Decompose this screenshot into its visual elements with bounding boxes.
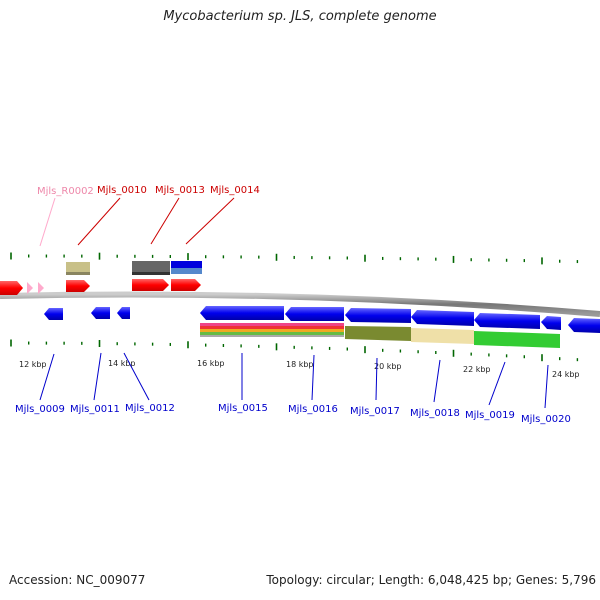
leader-line: [433, 359, 441, 403]
reverse-strand-features: [44, 306, 600, 348]
gene-label-mjls-0010: Mjls_0010: [97, 185, 147, 196]
scale-label: 16 kbp: [197, 359, 225, 368]
leader-line: [39, 197, 56, 247]
scale-label: 12 kbp: [19, 360, 47, 369]
gene-arrow-mjls-0009: [44, 308, 63, 320]
leader-line: [185, 197, 235, 245]
leader-line: [375, 357, 378, 401]
scale-label: 18 kbp: [286, 360, 314, 369]
gene-label-mjls-0016: Mjls_0016: [288, 404, 338, 415]
bottom-leader-lines: [39, 352, 549, 409]
gene-arrow-mjls-0015: [200, 306, 284, 320]
top-labels: Mjls_R0002 Mjls_0010 Mjls_0013 Mjls_0014: [37, 185, 260, 197]
gene-label-mjls-0015: Mjls_0015: [218, 403, 268, 414]
cog-bar-mjls-0015-orange: [200, 329, 344, 332]
gene-arrow-mjls-0013: [132, 279, 169, 291]
gene-arrow-mjls-0011: [91, 307, 110, 319]
cog-bar-mjls-0013-base: [132, 272, 170, 275]
gene-label-mjls-0012: Mjls_0012: [125, 403, 175, 414]
accession-text: Accession: NC_009077: [9, 573, 146, 587]
leader-line: [93, 352, 102, 401]
gene-label-mjls-r0002: Mjls_R0002: [37, 186, 94, 197]
leader-line: [77, 197, 121, 246]
scale-labels: 12 kbp 14 kbp 16 kbp 18 kbp 20 kbp 22 kb…: [19, 359, 580, 379]
genome-backbone: [0, 291, 600, 317]
bottom-labels: Mjls_0009 Mjls_0011 Mjls_0012 Mjls_0015 …: [15, 403, 571, 425]
gene-arrow-mjls-0020: [541, 316, 561, 330]
gene-label-mjls-0014: Mjls_0014: [210, 185, 260, 196]
gene-label-mjls-0019: Mjls_0019: [465, 410, 515, 421]
cog-bar-mjls-0015-green: [200, 332, 344, 335]
cog-bar-mjls-0010: [66, 262, 90, 274]
gene-arrow-mjls-0008: [0, 281, 23, 295]
map-title: Mycobacterium sp. JLS, complete genome: [163, 9, 437, 24]
cog-bar-mjls-0014a: [171, 261, 202, 268]
gene-arrow-mjls-0018: [411, 310, 474, 326]
gene-arrow-mjls-0012: [117, 307, 130, 319]
gene-arrow-mjls-0014: [171, 279, 201, 291]
cog-bar-mjls-0015-red: [200, 326, 344, 329]
leader-line: [488, 361, 506, 406]
tick-row-lower: [10, 339, 579, 362]
leader-line: [150, 197, 180, 245]
gene-arrow-mjls-0017: [345, 308, 411, 323]
gene-label-mjls-0020: Mjls_0020: [521, 414, 571, 425]
cog-bar-mjls-0014b: [171, 268, 202, 274]
cog-bar-mjls-0015-base: [200, 335, 344, 337]
gene-arrow-mjls-0021: [568, 318, 600, 333]
tick-row-upper: [10, 252, 579, 265]
leader-line: [311, 354, 315, 401]
gene-label-mjls-0018: Mjls_0018: [410, 408, 460, 419]
cog-bar-mjls-0015-pink: [200, 323, 344, 326]
scale-label: 14 kbp: [108, 359, 136, 368]
leader-line: [39, 353, 55, 401]
cog-bar-mjls-0010-base: [66, 272, 90, 275]
cog-bar-mjls-0013: [132, 261, 170, 274]
leader-line: [544, 364, 549, 409]
gene-label-mjls-0009: Mjls_0009: [15, 404, 65, 415]
gene-label-mjls-0013: Mjls_0013: [155, 185, 205, 196]
gene-label-mjls-0017: Mjls_0017: [350, 406, 400, 417]
gene-arrow-mjls-0016: [285, 307, 344, 321]
gene-arrow-mjls-0019: [474, 313, 540, 329]
scale-label: 20 kbp: [374, 362, 402, 371]
scale-label: 24 kbp: [552, 370, 580, 379]
cog-bar-mjls-0017: [345, 326, 411, 341]
rna-arrow-2: [38, 282, 44, 294]
top-leader-lines: [39, 197, 235, 247]
genome-summary-text: Topology: circular; Length: 6,048,425 bp…: [266, 573, 596, 587]
scale-label: 22 kbp: [463, 365, 491, 374]
cog-bar-mjls-0018: [411, 328, 474, 344]
forward-strand-features: [0, 261, 202, 295]
leader-line: [123, 352, 150, 401]
rna-arrow-1: [27, 282, 33, 294]
cog-bar-mjls-0019: [474, 331, 560, 348]
gene-arrow-mjls-0010: [66, 280, 90, 292]
gene-label-mjls-0011: Mjls_0011: [70, 404, 120, 415]
